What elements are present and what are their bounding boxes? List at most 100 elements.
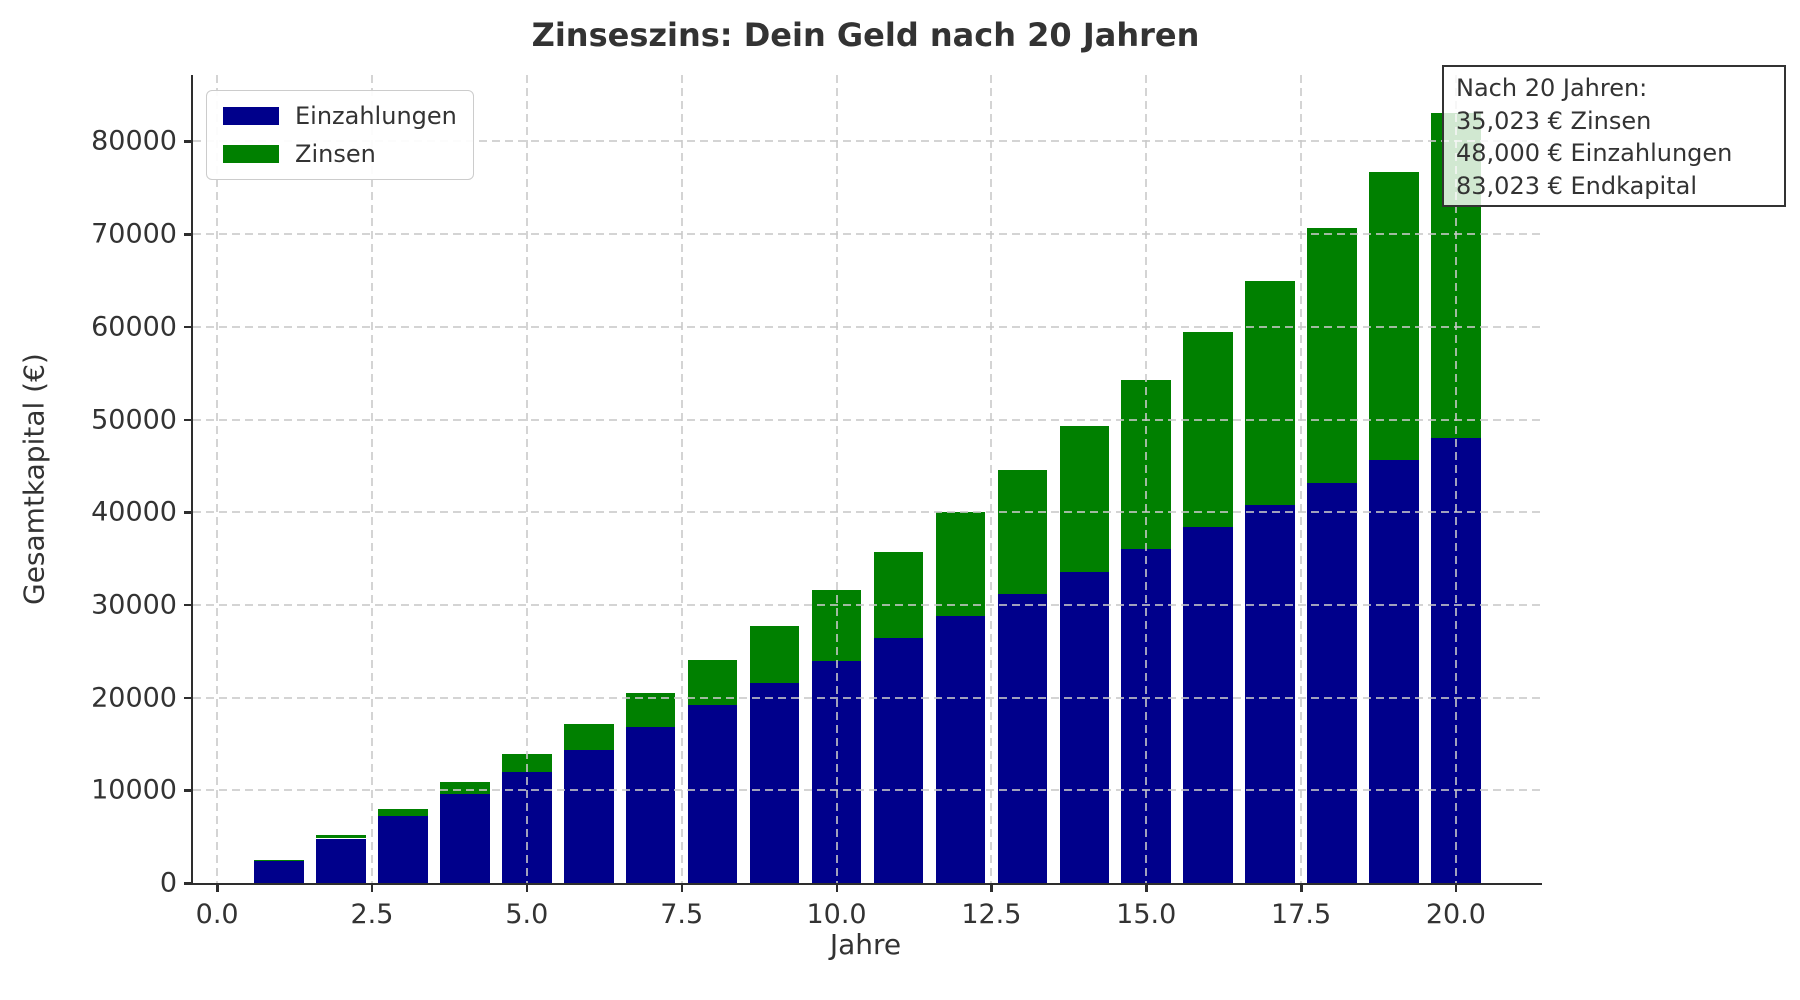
bar-year-13-zinsen — [997, 470, 1048, 594]
y-tick-mark-10000 — [184, 789, 193, 792]
x-gridline-10 — [835, 75, 838, 883]
x-gridline-17.5 — [1300, 75, 1303, 883]
x-tick-label-7.5: 7.5 — [660, 899, 704, 930]
annotation-box: Nach 20 Jahren: 35,023 € Zinsen 48,000 €… — [1442, 65, 1786, 207]
x-gridline-5 — [525, 75, 528, 883]
x-tick-label-17.5: 17.5 — [1271, 899, 1332, 930]
y-tick-label-10000: 10000 — [91, 774, 177, 806]
x-tick-mark-7.5 — [680, 883, 684, 892]
x-tick-label-5.0: 5.0 — [505, 899, 549, 930]
y-tick-label-20000: 20000 — [91, 682, 177, 714]
y-tick-mark-80000 — [184, 140, 193, 143]
x-tick-mark-12.5 — [990, 883, 993, 892]
bar-year-13-einzahlungen — [997, 593, 1048, 883]
bar-year-7-einzahlungen — [625, 727, 676, 883]
bar-year-17-einzahlungen — [1245, 504, 1295, 883]
legend-swatch-einzahlungen — [223, 107, 279, 125]
bar-year-19-einzahlungen — [1369, 460, 1419, 883]
x-gridline-7.5 — [680, 75, 683, 883]
bar-year-11-einzahlungen — [873, 638, 924, 883]
legend-item-zinsen: Zinsen — [223, 140, 457, 168]
annotation-line-einzahlungen: 48,000 € Einzahlungen — [1456, 139, 1733, 167]
bar-year-16-einzahlungen — [1183, 527, 1233, 883]
x-tick-label-0.0: 0.0 — [195, 899, 239, 930]
bar-year-11-zinsen — [873, 551, 924, 639]
bar-year-16-zinsen — [1183, 331, 1233, 528]
bar-year-9-zinsen — [749, 625, 800, 683]
y-tick-mark-20000 — [184, 696, 193, 700]
bar-year-17-zinsen — [1245, 281, 1295, 505]
y-tick-mark-60000 — [184, 325, 193, 329]
annotation-line-header: Nach 20 Jahren: — [1456, 74, 1648, 102]
bar-year-12-einzahlungen — [935, 616, 986, 883]
y-tick-label-0: 0 — [159, 867, 177, 899]
x-tick-label-2.5: 2.5 — [350, 899, 394, 930]
bar-year-6-einzahlungen — [564, 749, 614, 883]
bar-year-6-zinsen — [564, 724, 614, 750]
bar-year-18-zinsen — [1307, 227, 1357, 483]
y-gridline-20000 — [193, 696, 1542, 699]
x-tick-mark-20.0 — [1454, 883, 1458, 892]
bar-year-9-einzahlungen — [749, 682, 800, 883]
bar-year-8-einzahlungen — [687, 705, 738, 883]
x-tick-label-15.0: 15.0 — [1116, 899, 1177, 930]
chart-title: Zinseszins: Dein Geld nach 20 Jahren — [531, 16, 1200, 54]
bar-year-14-zinsen — [1059, 426, 1110, 572]
x-gridline-12.5 — [990, 75, 993, 883]
bar-year-2-einzahlungen — [316, 838, 366, 883]
y-gridline-40000 — [193, 511, 1542, 514]
y-axis-label: Gesamtkapital (€) — [17, 353, 51, 605]
legend-item-einzahlungen: Einzahlungen — [223, 102, 457, 130]
bar-year-3-zinsen — [378, 809, 428, 817]
x-tick-mark-15.0 — [1145, 883, 1148, 892]
y-gridline-80000 — [193, 140, 1542, 143]
bar-year-4-einzahlungen — [440, 794, 490, 883]
x-gridline-15 — [1145, 75, 1148, 883]
bar-year-19-zinsen — [1369, 172, 1419, 461]
x-gridline-2.5 — [370, 75, 373, 883]
legend: Einzahlungen Zinsen — [206, 90, 474, 180]
y-tick-label-60000: 60000 — [91, 311, 177, 343]
bar-year-2-zinsen — [316, 835, 366, 839]
y-tick-label-80000: 80000 — [91, 125, 177, 157]
y-tick-label-40000: 40000 — [91, 496, 177, 528]
y-gridline-60000 — [193, 325, 1542, 328]
x-gridline-0 — [216, 75, 219, 883]
annotation-line-zinsen: 35,023 € Zinsen — [1456, 106, 1652, 135]
x-tick-label-12.5: 12.5 — [961, 899, 1022, 930]
legend-label: Zinsen — [295, 140, 376, 168]
y-gridline-70000 — [193, 233, 1542, 236]
bar-year-12-zinsen — [935, 511, 986, 617]
x-tick-mark-0.0 — [216, 883, 219, 892]
y-tick-mark-40000 — [184, 511, 193, 514]
x-tick-mark-17.5 — [1300, 883, 1303, 892]
bar-year-14-einzahlungen — [1059, 571, 1110, 883]
bar-year-3-einzahlungen — [378, 816, 428, 883]
y-tick-label-30000: 30000 — [91, 589, 177, 621]
bar-year-1-einzahlungen — [254, 860, 304, 883]
y-tick-mark-70000 — [184, 233, 193, 236]
y-tick-label-70000: 70000 — [91, 218, 177, 250]
y-tick-mark-0 — [184, 882, 193, 885]
x-gridline-20 — [1454, 75, 1457, 883]
y-gridline-10000 — [193, 789, 1542, 792]
y-gridline-50000 — [193, 418, 1542, 421]
annotation-line-endkapital: 83,023 € Endkapital — [1456, 171, 1697, 200]
x-tick-label-20.0: 20.0 — [1425, 899, 1486, 930]
legend-label: Einzahlungen — [295, 102, 457, 130]
x-tick-label-10.0: 10.0 — [806, 899, 867, 930]
y-gridline-30000 — [193, 603, 1542, 606]
y-tick-mark-30000 — [184, 603, 193, 607]
y-tick-mark-50000 — [184, 418, 193, 422]
x-axis-label: Jahre — [829, 928, 902, 961]
y-tick-label-50000: 50000 — [91, 404, 177, 436]
bar-year-1-zinsen — [254, 859, 304, 861]
x-tick-mark-5.0 — [525, 883, 529, 892]
x-tick-mark-2.5 — [370, 883, 374, 892]
plot-area: 0.0 2.5 5.0 7.5 10.0 12.5 15.0 17.5 20.0 0 10000 20… — [91, 75, 1542, 930]
bar-year-18-einzahlungen — [1307, 482, 1357, 883]
bar-year-4-zinsen — [440, 782, 490, 794]
x-tick-mark-10.0 — [835, 883, 839, 892]
bar-year-7-zinsen — [625, 693, 676, 728]
